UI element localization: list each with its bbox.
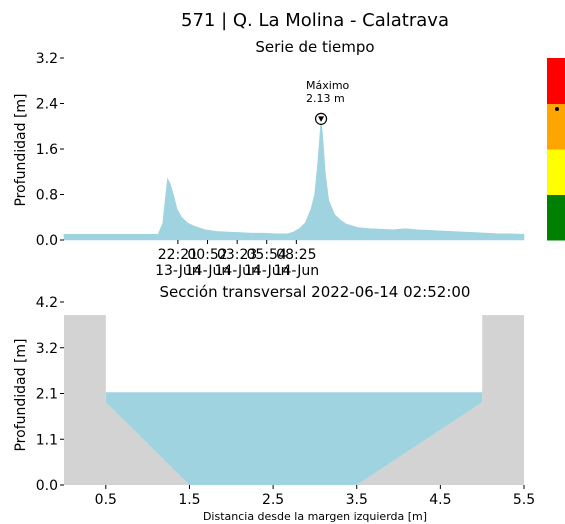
x-tick-date-label: 13-Jun [155, 263, 201, 279]
max-marker-arrow [318, 116, 325, 122]
x-tick-label: 1.5 [178, 492, 200, 508]
y-tick-label: 1.1 [36, 432, 58, 448]
risk-segment [547, 103, 565, 150]
x-tick-time-label: 00:52 [187, 247, 227, 263]
risk-scale [547, 58, 565, 241]
x-tick-label: 4.5 [429, 492, 451, 508]
x-tick-label: 5.5 [513, 492, 535, 508]
timeseries-ylabel: Profundidad [m] [13, 93, 29, 206]
x-tick-time-label: 03:23 [217, 247, 257, 263]
max-annotation-value: 2.13 m [306, 92, 345, 105]
y-tick-label: 0.0 [36, 478, 58, 494]
timeseries-title: Serie de tiempo [255, 38, 374, 56]
x-tick-date-label: 14-Jun [244, 263, 290, 279]
x-tick-label: 3.5 [346, 492, 368, 508]
risk-level-marker [555, 106, 559, 111]
x-tick-date-label: 14-Jun [274, 263, 320, 279]
x-tick-label: 0.5 [95, 492, 117, 508]
timeseries-plot: 0.00.81.62.43.222:2113-Jun00:5214-Jun03:… [36, 51, 525, 279]
depth-series-area [63, 118, 525, 241]
x-tick-label: 2.5 [262, 492, 284, 508]
y-tick-label: 3.2 [36, 51, 58, 67]
max-annotation-label: Máximo [306, 79, 350, 92]
section-ylabel: Profundidad [m] [13, 338, 29, 451]
risk-segment [547, 194, 565, 241]
y-tick-label: 0.0 [36, 233, 58, 249]
x-tick-time-label: 05:54 [247, 247, 287, 263]
y-tick-label: 3.2 [36, 341, 58, 357]
y-tick-label: 0.8 [36, 188, 58, 204]
x-tick-date-label: 14-Jun [185, 263, 231, 279]
risk-segment [547, 149, 565, 195]
x-tick-date-label: 14-Jun [214, 263, 260, 279]
y-tick-label: 1.6 [36, 142, 58, 158]
risk-segment [547, 58, 565, 104]
y-tick-label: 4.2 [36, 295, 58, 311]
section-plot: 0.0 1.1 2.1 3.2 4.2 0.5 1.5 2.5 3.5 4.5 5.5 [36, 295, 535, 508]
section-xlabel: Distancia desde la margen izquierda [m] [203, 510, 427, 523]
water-area [105, 392, 483, 485]
section-title: Sección transversal 2022-06-14 02:52:00 [160, 283, 471, 301]
channel-banks [64, 315, 524, 485]
y-tick-label: 2.4 [36, 97, 58, 113]
y-tick-label: 2.1 [36, 387, 58, 403]
x-tick-time-label: 08:25 [276, 247, 316, 263]
x-tick-time-label: 22:21 [158, 247, 198, 263]
figure-title: 571 | Q. La Molina - Calatrava [181, 10, 449, 31]
